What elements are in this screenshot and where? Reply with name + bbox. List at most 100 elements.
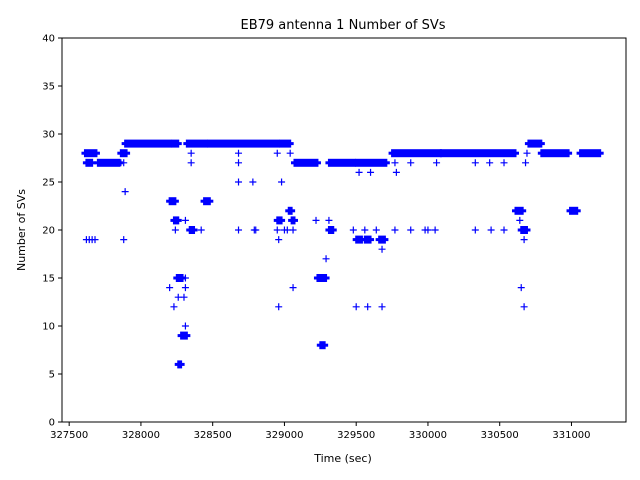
data-point bbox=[487, 226, 495, 234]
data-point bbox=[235, 149, 243, 157]
y-tick-label: 10 bbox=[42, 322, 55, 333]
y-tick-label: 35 bbox=[42, 82, 55, 93]
y-tick-label: 20 bbox=[42, 226, 55, 237]
data-point bbox=[273, 226, 281, 234]
data-point bbox=[235, 178, 243, 186]
data-point bbox=[367, 168, 375, 176]
data-segment bbox=[177, 331, 191, 340]
data-segment bbox=[273, 216, 286, 225]
data-segment bbox=[117, 149, 131, 158]
data-segment bbox=[517, 226, 531, 234]
data-point bbox=[325, 216, 333, 224]
y-tick-label: 25 bbox=[42, 178, 55, 189]
data-point bbox=[352, 303, 360, 311]
data-point bbox=[500, 159, 508, 167]
data-segment bbox=[81, 149, 100, 158]
data-segment bbox=[437, 149, 519, 158]
x-tick-label: 330000 bbox=[409, 430, 447, 441]
data-point bbox=[471, 159, 479, 167]
data-segment bbox=[576, 149, 604, 158]
data-segment bbox=[325, 226, 337, 234]
data-point bbox=[471, 226, 479, 234]
data-point bbox=[520, 303, 528, 311]
data-point bbox=[181, 284, 189, 292]
data-point bbox=[166, 284, 174, 292]
data-point bbox=[187, 149, 195, 157]
data-point bbox=[486, 159, 494, 167]
data-segment bbox=[524, 139, 545, 148]
x-tick-label: 330500 bbox=[481, 430, 519, 441]
data-segment bbox=[173, 274, 187, 282]
data-segment bbox=[169, 139, 182, 148]
x-tick-label: 327500 bbox=[50, 430, 88, 441]
data-point bbox=[361, 226, 369, 234]
data-segment bbox=[316, 341, 329, 350]
data-point bbox=[197, 140, 205, 148]
data-segment bbox=[200, 197, 214, 206]
data-point bbox=[180, 293, 188, 301]
data-point bbox=[278, 178, 286, 186]
data-point bbox=[522, 159, 530, 167]
data-point bbox=[181, 322, 189, 330]
data-segment bbox=[325, 158, 359, 167]
data-point bbox=[364, 303, 372, 311]
data-segment bbox=[121, 139, 175, 148]
y-axis: 0 5 10 15 20 25 30 35 40 bbox=[42, 34, 62, 429]
data-point bbox=[517, 284, 525, 292]
data-point bbox=[372, 226, 380, 234]
data-point bbox=[197, 226, 205, 234]
plot-frame bbox=[61, 37, 627, 423]
plot-marks bbox=[81, 139, 604, 369]
data-point bbox=[120, 159, 128, 167]
data-point bbox=[249, 178, 257, 186]
data-segment bbox=[288, 216, 298, 225]
data-segment bbox=[566, 206, 581, 215]
data-point bbox=[235, 159, 243, 167]
x-axis: 327500 328000 328500 329000 329500 330000 3305… bbox=[50, 422, 591, 441]
data-segment bbox=[170, 216, 182, 225]
data-segment bbox=[183, 139, 211, 148]
data-segment bbox=[361, 235, 375, 244]
data-point bbox=[424, 226, 432, 234]
data-point bbox=[378, 303, 386, 311]
data-point bbox=[91, 236, 99, 244]
y-tick-label: 40 bbox=[42, 34, 55, 45]
data-point bbox=[275, 303, 283, 311]
data-point bbox=[187, 159, 195, 167]
data-point bbox=[170, 303, 178, 311]
data-segment bbox=[204, 139, 283, 148]
data-point bbox=[235, 226, 243, 234]
chart-title: EB79 antenna 1 Number of SVs bbox=[240, 18, 445, 33]
y-tick-label: 15 bbox=[42, 274, 55, 285]
data-segment bbox=[537, 149, 573, 158]
x-tick-label: 328000 bbox=[122, 430, 160, 441]
data-point bbox=[121, 188, 129, 196]
data-point bbox=[181, 274, 189, 282]
x-tick-label: 329000 bbox=[265, 430, 303, 441]
data-point bbox=[273, 149, 281, 157]
data-point bbox=[181, 216, 189, 224]
data-point bbox=[500, 226, 508, 234]
data-point bbox=[312, 216, 320, 224]
data-segment bbox=[174, 360, 185, 369]
y-axis-label: Number of SVs bbox=[15, 189, 28, 271]
data-segment bbox=[82, 158, 96, 167]
x-axis-label: Time (sec) bbox=[313, 452, 372, 465]
data-point bbox=[187, 226, 195, 234]
data-point bbox=[289, 226, 297, 234]
y-tick-label: 0 bbox=[49, 418, 55, 429]
data-point bbox=[322, 255, 330, 263]
data-segment bbox=[375, 235, 389, 244]
data-point bbox=[349, 226, 357, 234]
x-tick-label: 329500 bbox=[337, 430, 375, 441]
data-point bbox=[355, 168, 363, 176]
data-point bbox=[391, 159, 399, 167]
data-segment bbox=[352, 235, 366, 244]
data-segment bbox=[290, 158, 321, 167]
data-point bbox=[520, 236, 528, 244]
data-point bbox=[407, 159, 415, 167]
data-point bbox=[391, 226, 399, 234]
data-segment bbox=[352, 158, 390, 167]
data-point bbox=[289, 284, 297, 292]
data-point bbox=[286, 149, 294, 157]
